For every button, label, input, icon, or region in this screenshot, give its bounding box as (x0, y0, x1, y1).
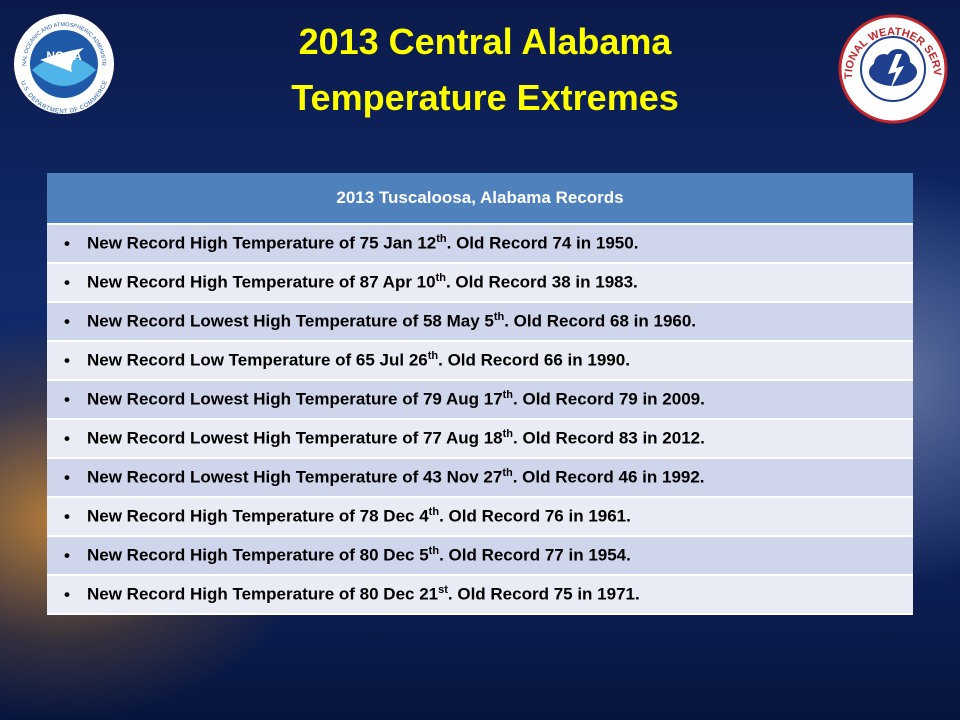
record-tail: . Old Record 66 in 1990. (438, 350, 630, 370)
record-tail: . Old Record 38 in 1983. (445, 272, 638, 292)
record-tail: . Old Record 77 in 1954. (439, 545, 631, 565)
ordinal-suffix: th (435, 272, 446, 285)
bullet: • (47, 458, 87, 498)
header-row: 2013 Tuscaloosa, Alabama Records (47, 173, 913, 225)
title-line: Temperature Extremes (291, 77, 679, 118)
ordinal-suffix: th (427, 350, 439, 363)
nws-logo: NATIONAL WEATHER SERVICE (838, 14, 948, 124)
table-row: • New Record Lowest High Temperature of 7… (47, 419, 913, 459)
ordinal-suffix: th (493, 311, 505, 324)
record-text: New Record High Temperature of 78 Dec 4 (87, 506, 429, 526)
table-row: • New Record Lowest High Temperature of 5… (47, 302, 913, 342)
record-tail: . Old Record 68 in 1960. (504, 311, 697, 331)
record-cell: New Record Lowest High Temperature of 77… (87, 419, 913, 459)
record-cell: New Record Lowest High Temperature of 43… (87, 458, 913, 498)
record-text: New Record Lowest High Temperature of 79… (87, 389, 503, 409)
record-cell: New Record Low Temperature of 65 Jul 26t… (87, 341, 913, 381)
record-text: New Record High Temperature of 87 Apr 10 (87, 272, 436, 292)
record-text: New Record High Temperature of 75 Jan 12 (87, 233, 437, 253)
bullet: • (47, 263, 87, 303)
record-tail: . Old Record 75 in 1971. (447, 584, 640, 604)
record-text: New Record Low Temperature of 65 Jul 26 (87, 350, 428, 370)
record-cell: New Record Lowest High Temperature of 79… (87, 380, 913, 420)
bullet: • (47, 536, 87, 576)
record-tail: . Old Record 76 in 1961. (439, 506, 631, 526)
table-body: • New Record High Temperature of 75 Jan 1… (47, 224, 913, 615)
table-row: • New Record High Temperature of 78 Dec 4… (47, 497, 913, 537)
record-cell: New Record High Temperature of 87 Apr 10… (87, 263, 913, 303)
table-row: • New Record High Temperature of 87 Apr 1… (47, 263, 913, 303)
bullet: • (47, 341, 87, 381)
record-tail: . Old Record 83 in 2012. (513, 428, 705, 448)
bullet: • (47, 575, 87, 615)
record-text: New Record Lowest High Temperature of 58… (87, 311, 494, 331)
record-cell: New Record High Temperature of 80 Dec 5t… (87, 536, 913, 576)
ordinal-suffix: th (502, 428, 514, 441)
bullet: • (47, 302, 87, 342)
ordinal-suffix: th (436, 233, 447, 246)
record-cell: New Record High Temperature of 80 Dec 21… (87, 575, 913, 615)
title: 2013 Central Alabama Temperature Extreme… (200, 14, 770, 126)
noaa-text: NOAA (46, 49, 82, 63)
ordinal-suffix: th (502, 389, 514, 402)
table-row: • New Record Lowest High Temperature of 4… (47, 458, 913, 498)
bullet: • (47, 224, 87, 264)
record-text: New Record High Temperature of 80 Dec 5 (87, 545, 429, 565)
record-tail: . Old Record 74 in 1950. (446, 233, 639, 253)
record-cell: New Record Lowest High Temperature of 58… (87, 302, 913, 342)
noaa-logo: NOAA NATIONAL OCEANIC AND ATMOSPHERIC AD… (12, 12, 114, 115)
ordinal-suffix: st (438, 584, 448, 597)
table-row: • New Record Lowest High Temperature of 7… (47, 380, 913, 420)
title-line: 2013 Central Alabama (298, 21, 672, 62)
record-tail: . Old Record 46 in 1992. (512, 467, 705, 487)
record-cell: New Record High Temperature of 78 Dec 4t… (87, 497, 913, 537)
table-row: • New Record High Temperature of 75 Jan 1… (47, 224, 913, 264)
table-row: • New Record Low Temperature of 65 Jul 26… (47, 341, 913, 381)
ordinal-suffix: th (502, 467, 513, 480)
bullet: • (47, 497, 87, 537)
record-text: New Record Lowest High Temperature of 77… (87, 428, 503, 448)
bullet: • (47, 419, 87, 459)
table-row: • New Record High Temperature of 80 Dec 5… (47, 536, 913, 576)
record-text: New Record Lowest High Temperature of 43… (87, 467, 503, 487)
table-header: 2013 Tuscaloosa, Alabama Records (47, 173, 913, 225)
ordinal-suffix: th (428, 506, 440, 519)
ordinal-suffix: th (428, 545, 440, 558)
record-cell: New Record High Temperature of 75 Jan 12… (87, 224, 913, 264)
bullet: • (47, 380, 87, 420)
record-tail: . Old Record 79 in 2009. (513, 389, 705, 409)
table-row: • New Record High Temperature of 80 Dec 2… (47, 575, 913, 615)
records-table: 2013 Tuscaloosa, Alabama Records • New Re… (47, 173, 913, 615)
record-text: New Record High Temperature of 80 Dec 21 (87, 584, 439, 604)
